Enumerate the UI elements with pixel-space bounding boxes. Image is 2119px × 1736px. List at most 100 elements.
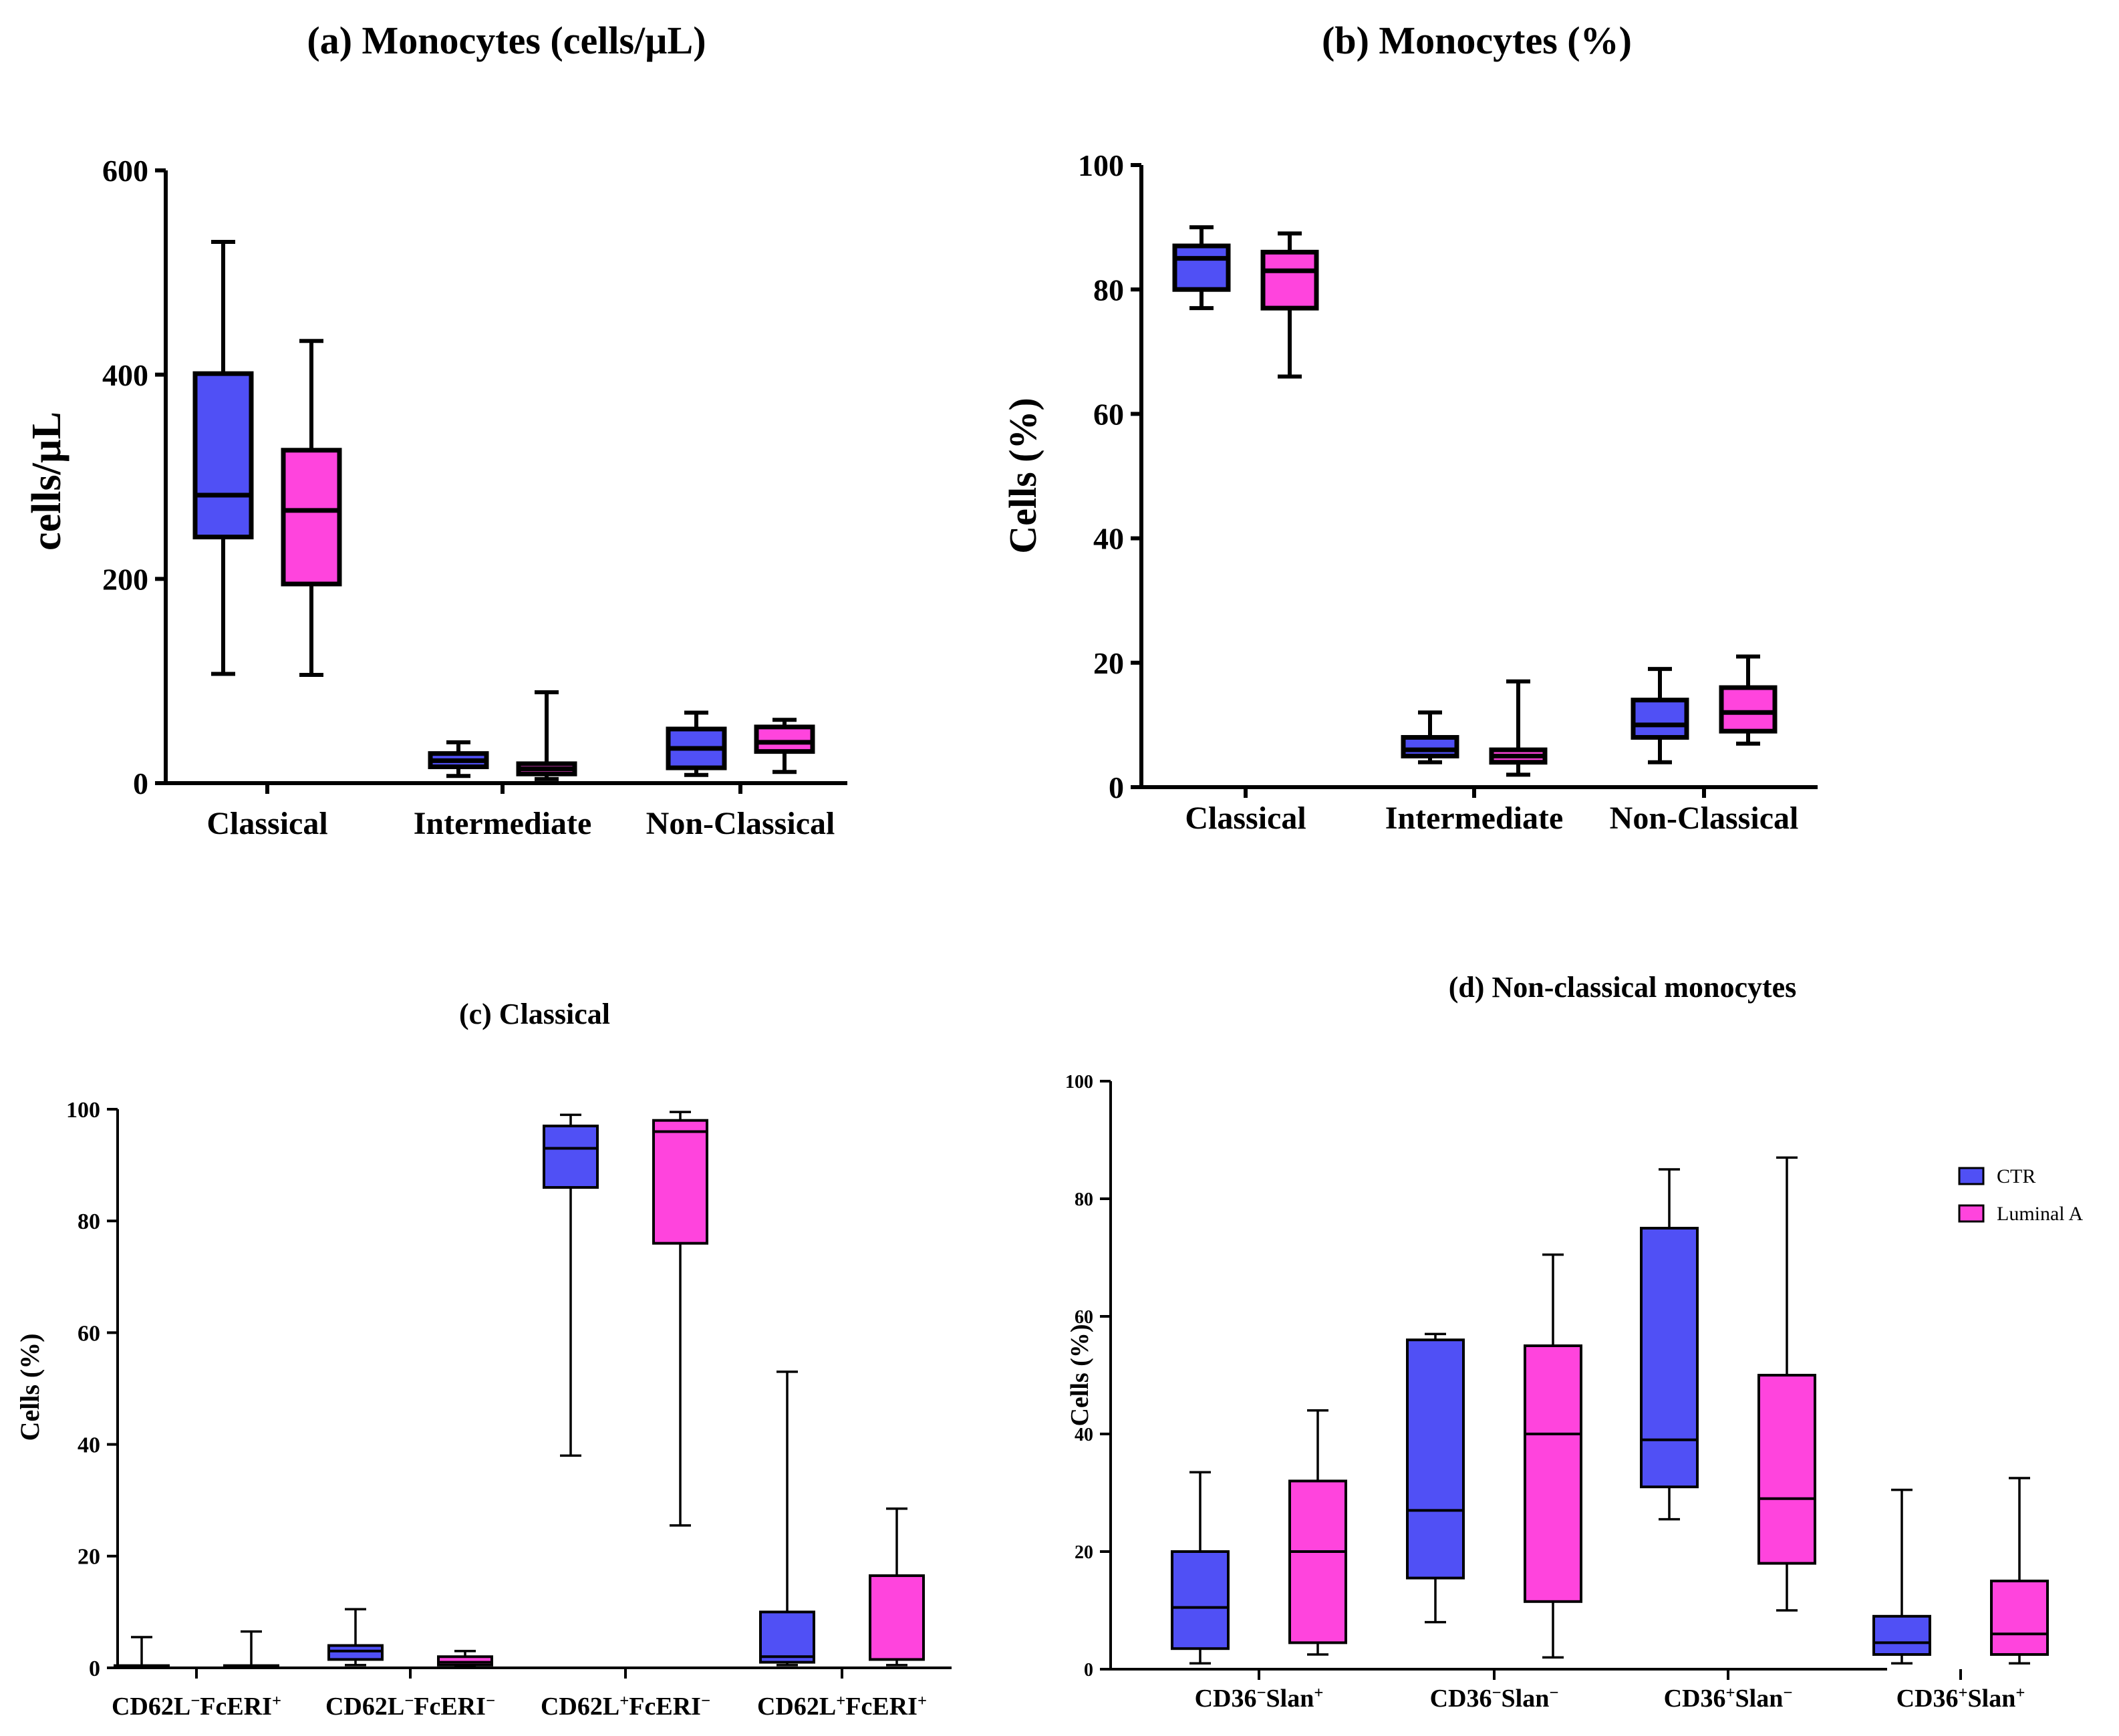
box-iqr [327, 1644, 384, 1661]
x-category-label: CD36+Slan− [1664, 1684, 1793, 1713]
y-tick-label: 100 [1065, 1072, 1093, 1093]
box-luminal-a-2 [1757, 1156, 1816, 1612]
box-ctr-0 [192, 239, 254, 676]
category-base: CD36 [1664, 1685, 1726, 1713]
box-ctr-2 [543, 1113, 599, 1457]
y-tick-label: 20 [1075, 1542, 1093, 1563]
category-mid: FcERI [200, 1693, 272, 1721]
x-category-label: CD62L+FcERI+ [757, 1692, 927, 1721]
box-iqr [1524, 1344, 1582, 1603]
y-axis-label: Cells (%) [1001, 398, 1044, 554]
box-luminal-a-2 [1719, 654, 1778, 746]
x-category-label: CD36−Slan+ [1195, 1684, 1324, 1713]
box-iqr [1719, 685, 1778, 734]
box-iqr [543, 1125, 599, 1189]
box-iqr [1172, 243, 1231, 292]
box-iqr [754, 724, 815, 754]
category-mid: FcERI [845, 1693, 917, 1721]
category-base: CD36 [1896, 1685, 1959, 1713]
category-sup2: + [1314, 1684, 1323, 1702]
x-category-label: CD62L+FcERI− [541, 1692, 710, 1721]
box-iqr [652, 1119, 708, 1245]
box-iqr [1171, 1550, 1230, 1650]
category-sup2: + [917, 1692, 927, 1710]
panel-title: (a) Monocytes (cells/µL) [307, 19, 706, 62]
legend-swatch-luminal-a [1958, 1204, 1985, 1223]
box-iqr [192, 371, 254, 540]
category-sup1: − [190, 1692, 200, 1710]
panel-title: (b) Monocytes (%) [1322, 19, 1632, 62]
box-ctr-2 [1640, 1168, 1699, 1521]
category-sup2: − [701, 1692, 710, 1710]
box-ctr-2 [1631, 667, 1689, 764]
category-sup2: − [1549, 1684, 1558, 1702]
box-luminal-a-3 [869, 1507, 925, 1667]
legend: CTR Luminal A [1958, 1165, 2083, 1225]
box-luminal-a-1 [516, 690, 577, 781]
box-iqr [1990, 1580, 2049, 1656]
y-tick-label: 40 [78, 1433, 100, 1458]
y-tick-label: 0 [1109, 770, 1124, 805]
x-category-label: Classical [1185, 801, 1306, 836]
category-sup1: + [1958, 1684, 1967, 1702]
y-tick-label: 600 [102, 154, 148, 188]
category-mid: Slan [1735, 1685, 1784, 1713]
box-iqr [1401, 735, 1459, 758]
x-category-label: CD62L−FcERI− [325, 1692, 495, 1721]
x-category-label: CD36+Slan+ [1896, 1684, 2025, 1713]
category-base: CD62L [325, 1693, 404, 1721]
box-ctr-1 [1406, 1332, 1465, 1624]
x-category-label: Non-Classical [646, 806, 835, 841]
y-tick-label: 40 [1075, 1425, 1093, 1445]
y-tick-label: 60 [1093, 398, 1124, 432]
y-tick-label: 60 [1075, 1307, 1093, 1328]
box-iqr [1260, 249, 1319, 311]
category-sup2: + [2015, 1684, 2025, 1702]
category-base: CD62L [541, 1693, 619, 1721]
category-sup1: − [404, 1692, 414, 1710]
x-category-label: Non-Classical [1610, 801, 1799, 836]
box-ctr-1 [1401, 710, 1459, 764]
box-ctr-0 [1171, 1471, 1230, 1665]
box-iqr [437, 1655, 493, 1667]
box-luminal-a-3 [1990, 1477, 2049, 1665]
panel-a: (a) Monocytes (cells/µL) cells/µL 0 200 400 6… [24, 19, 847, 841]
box-luminal-a-1 [437, 1650, 493, 1668]
y-tick-label: 40 [1093, 522, 1124, 556]
box-ctr-0 [1172, 225, 1231, 311]
box-ctr-1 [327, 1608, 384, 1667]
box-luminal-a-0 [223, 1630, 279, 1670]
y-tick-label: 100 [66, 1098, 100, 1123]
panel-title: (d) Non-classical monocytes [1449, 971, 1797, 1004]
y-tick-label: 20 [78, 1545, 100, 1570]
y-tick-label: 60 [78, 1321, 100, 1346]
category-sup2: + [272, 1692, 281, 1710]
category-sup2: − [486, 1692, 495, 1710]
box-luminal-a-1 [1489, 679, 1548, 777]
box-ctr-3 [1872, 1488, 1931, 1665]
box-luminal-a-2 [754, 718, 815, 774]
y-tick-label: 20 [1093, 646, 1124, 680]
box-luminal-a-0 [1260, 231, 1319, 379]
y-tick-label: 200 [102, 562, 148, 596]
box-iqr [1640, 1227, 1699, 1489]
x-category-label: Intermediate [414, 806, 592, 841]
legend-label-luminal-a: Luminal A [1997, 1203, 2083, 1225]
y-tick-label: 0 [89, 1656, 100, 1681]
x-category-label: Intermediate [1385, 801, 1564, 836]
x-category-label: CD62L−FcERI+ [112, 1692, 281, 1721]
category-base: CD36 [1430, 1685, 1492, 1713]
category-mid: FcERI [414, 1693, 486, 1721]
y-tick-label: 80 [1075, 1189, 1093, 1210]
category-base: CD36 [1195, 1685, 1257, 1713]
legend-label-ctr: CTR [1997, 1165, 2035, 1187]
category-base: CD62L [757, 1693, 836, 1721]
box-luminal-a-0 [1288, 1409, 1347, 1656]
category-sup1: − [1256, 1684, 1266, 1702]
box-iqr [1406, 1338, 1465, 1580]
category-base: CD62L [112, 1693, 190, 1721]
category-sup2: − [1783, 1684, 1792, 1702]
x-category-label: CD36−Slan− [1430, 1684, 1559, 1713]
